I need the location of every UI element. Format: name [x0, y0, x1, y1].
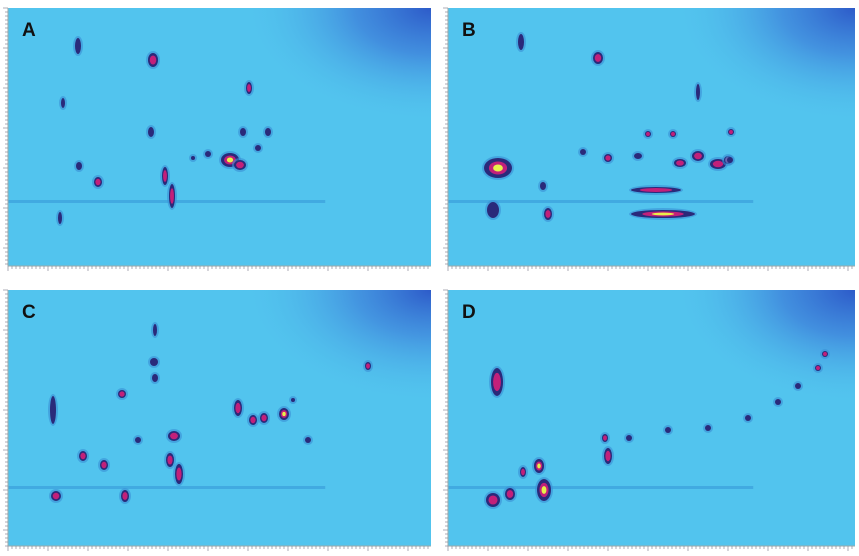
spot-core [95, 179, 100, 186]
spot [305, 437, 311, 443]
spot-core [545, 210, 550, 218]
spot [775, 399, 781, 405]
panel-label: C [22, 302, 36, 323]
spot-core [236, 162, 244, 169]
spot-core [507, 490, 514, 498]
spot-core [816, 366, 820, 370]
spot-core [170, 188, 174, 204]
figure: A B C D (() => { const data = JSON.parse… [0, 0, 859, 556]
spot-peak [652, 213, 674, 216]
spot-core [605, 155, 610, 160]
spot-peak [282, 412, 286, 416]
spot-core [261, 415, 266, 422]
panel-label: B [462, 20, 476, 41]
panel-label: A [22, 20, 36, 41]
spot [58, 212, 62, 224]
spot [745, 415, 751, 421]
spot-core [80, 453, 85, 460]
spot [291, 398, 295, 402]
panel-b: B [440, 4, 857, 276]
spot [665, 427, 671, 433]
spot-core [493, 373, 501, 391]
spot-core [167, 455, 172, 464]
spot-core [163, 170, 167, 182]
spot [518, 34, 524, 50]
spot-core [603, 435, 607, 440]
streak [8, 486, 325, 489]
spot [696, 84, 700, 100]
spot [153, 324, 157, 336]
streak [8, 200, 325, 203]
spot-core [646, 132, 650, 136]
spot [191, 156, 195, 160]
spot-core [170, 433, 178, 440]
spot [150, 358, 158, 366]
spot-core [640, 188, 673, 192]
spot [580, 149, 586, 155]
plot-corner [8, 290, 431, 546]
spot [705, 425, 711, 431]
plot-corner [448, 290, 855, 546]
spot [75, 38, 81, 54]
spot [135, 437, 141, 443]
spot-core [53, 493, 60, 500]
spot-core [694, 153, 702, 160]
spot-core [595, 54, 602, 62]
spot [148, 127, 154, 137]
spot-core [119, 391, 124, 396]
spot-core [176, 468, 181, 481]
spot [205, 151, 211, 157]
spot [152, 374, 158, 382]
streak [448, 486, 753, 489]
spot-peak [537, 464, 541, 469]
spot [265, 128, 271, 136]
panel-d: D [440, 286, 857, 556]
spot [626, 435, 632, 441]
spot-core [488, 495, 497, 504]
spot [540, 182, 546, 190]
spot-core [713, 161, 723, 168]
spot-peak [542, 486, 547, 494]
spot-core [247, 84, 251, 92]
spot [255, 145, 261, 151]
spot [487, 202, 499, 218]
spot-core [150, 55, 157, 64]
spot [727, 157, 733, 163]
panel-a: A [0, 4, 433, 276]
spot-core [605, 451, 610, 461]
spot-core [671, 132, 675, 136]
spot-core [366, 363, 370, 368]
spot [61, 98, 65, 108]
spot [240, 128, 246, 136]
spot-core [729, 130, 733, 134]
spot [50, 396, 56, 424]
spot [76, 162, 82, 170]
spot-core [101, 462, 106, 469]
spot-core [521, 469, 525, 476]
spot-peak [227, 158, 233, 163]
spot-core [676, 160, 684, 165]
plot-corner [8, 8, 431, 266]
panel-c: C [0, 286, 433, 556]
spot [634, 153, 642, 159]
spot-core [235, 403, 240, 413]
spot [795, 383, 801, 389]
spot-core [823, 352, 827, 356]
spot-core [122, 492, 127, 500]
panel-label: D [462, 302, 476, 323]
spot-peak [493, 165, 503, 172]
spot-core [250, 417, 255, 424]
